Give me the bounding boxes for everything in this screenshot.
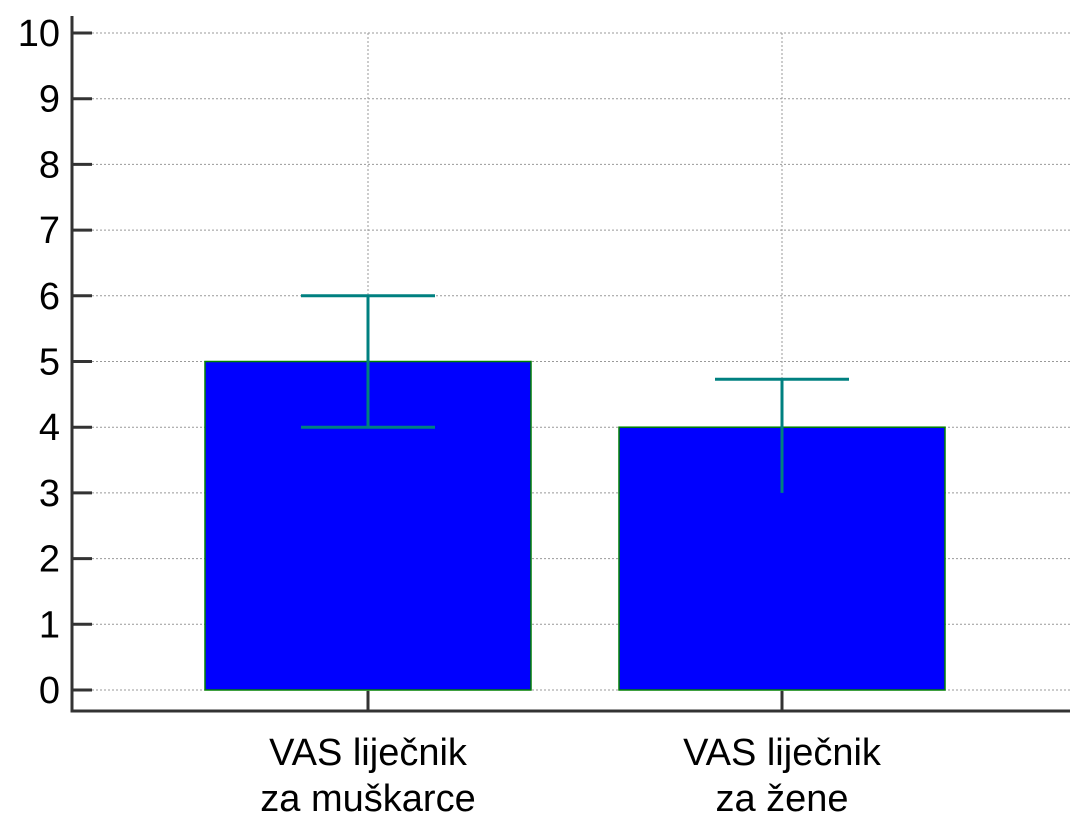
y-tick-label: 1 [39, 604, 60, 646]
error-bar-1 [301, 294, 435, 429]
y-tick-label: 5 [39, 342, 60, 384]
bar-2 [618, 426, 946, 691]
error-bars [301, 294, 849, 493]
error-bar-2 [715, 377, 849, 493]
y-tick-label: 10 [18, 13, 60, 55]
axes [70, 16, 1070, 713]
y-tick-label: 4 [39, 407, 60, 449]
y-tick-label: 2 [39, 539, 60, 581]
y-tick-label: 7 [39, 210, 60, 252]
y-tick-label: 0 [39, 670, 60, 712]
y-tick-label: 3 [39, 473, 60, 515]
grid-lines [92, 32, 1070, 711]
x-axis-labels: VAS liječnik za muškarce VAS liječnik za že… [260, 691, 882, 820]
y-tick-label: 8 [39, 144, 60, 186]
bars [204, 360, 946, 691]
x-category-label: VAS liječnik za žene [683, 732, 882, 820]
y-axis-ticks: 0 1 2 3 4 5 6 7 8 9 10 [18, 13, 92, 712]
y-tick-label: 6 [39, 276, 60, 318]
x-category-label: VAS liječnik za muškarce [260, 732, 475, 820]
y-tick-label: 9 [39, 79, 60, 121]
